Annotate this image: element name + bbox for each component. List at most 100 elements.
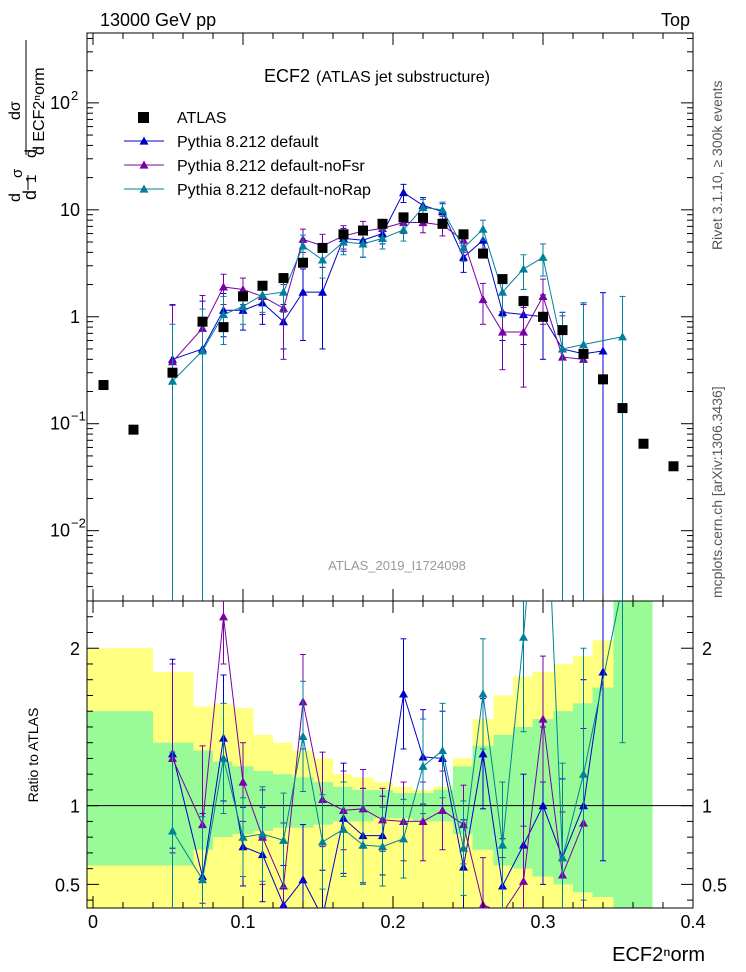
ratio-marker-noRap xyxy=(279,835,288,844)
ratio-marker-noRap xyxy=(198,875,207,884)
chart-title: ECF2 xyxy=(264,66,310,86)
ratio-marker-default xyxy=(399,689,408,698)
y-tick-label-ratio-right: 0.5 xyxy=(702,875,727,895)
ratio-marker-noRap xyxy=(558,853,567,862)
ratio-marker-noRap xyxy=(498,840,507,849)
ratio-band-inner xyxy=(213,761,233,838)
marker-noRap xyxy=(279,287,288,296)
marker-noRap xyxy=(378,233,387,243)
marker-noRap xyxy=(618,332,627,341)
y-tick-exponent: −2 xyxy=(71,516,86,531)
y-label-frac1: d xyxy=(20,190,40,200)
marker-noRap xyxy=(459,243,468,252)
y-tick-label-main: 10 xyxy=(50,414,70,434)
marker-noRap xyxy=(318,255,327,264)
y-tick-label-ratio: 2 xyxy=(70,639,80,659)
ratio-line-default xyxy=(172,671,604,908)
atlas-data-point xyxy=(238,291,248,302)
marker-noFsr xyxy=(238,284,248,294)
y-tick-exponent: 2 xyxy=(71,88,78,103)
legend-label-data: ATLAS xyxy=(177,110,227,127)
marker-noFsr xyxy=(538,291,548,301)
ratio-band-inner xyxy=(313,782,333,825)
y-axis-label-main: d 1 σ d d dσ d ECF2ⁿorm xyxy=(7,40,48,202)
series-noRap xyxy=(168,198,627,601)
atlas-data-point xyxy=(578,348,589,359)
series-line-default xyxy=(172,191,604,360)
atlas-data-point xyxy=(298,257,308,268)
ratio-band-inner xyxy=(87,711,153,866)
ratio-marker-noFsr xyxy=(438,805,447,814)
y-tick-label-ratio-right: 2 xyxy=(702,639,712,659)
chart-subtitle: (ATLAS jet substructure) xyxy=(316,69,490,86)
ratio-band-inner xyxy=(153,742,194,866)
ratio-plot xyxy=(86,600,694,909)
ratio-marker-noRap xyxy=(358,840,368,849)
ratio-marker-noRap xyxy=(418,761,428,770)
marker-noRap xyxy=(298,241,308,250)
marker-noRap xyxy=(519,264,528,273)
ratio-marker-noRap xyxy=(378,842,387,851)
ratio-marker-noFsr xyxy=(238,777,248,786)
atlas-data-point xyxy=(668,461,679,472)
y-label-denominator: d ECF2ⁿorm xyxy=(31,67,48,155)
atlas-data-point xyxy=(497,274,508,285)
series-default xyxy=(168,183,608,601)
atlas-data-point xyxy=(167,367,178,378)
series-line-noFsr xyxy=(172,222,584,363)
atlas-data-point xyxy=(557,325,568,336)
marker-noRap xyxy=(219,310,228,319)
ratio-marker-noFsr xyxy=(538,714,548,723)
y-tick-label-main: 10 xyxy=(50,93,70,113)
series-line-noRap xyxy=(172,207,623,382)
marker-default xyxy=(399,188,408,197)
marker-noRap xyxy=(198,346,207,355)
header-energy-label: 13000 GeV pp xyxy=(100,10,216,30)
atlas-data-point xyxy=(478,248,488,259)
ratio-line-noRap xyxy=(172,601,620,882)
x-tick-label: 0.3 xyxy=(530,912,555,932)
series-atlas-data xyxy=(98,212,679,472)
y-label-dsigma: dσ xyxy=(7,101,24,120)
atlas-data-point xyxy=(617,403,628,414)
ratio-marker-default xyxy=(598,667,608,676)
atlas-data-point xyxy=(638,438,649,449)
ratio-band-inner xyxy=(613,601,633,908)
marker-noFsr xyxy=(519,327,528,336)
legend-label-noFsr: Pythia 8.212 default-noFsr xyxy=(177,158,365,175)
marker-noRap xyxy=(168,376,177,385)
atlas-data-point xyxy=(377,218,388,229)
ratio-band-inner xyxy=(513,726,533,869)
atlas-data-point xyxy=(317,242,328,253)
legend-marker-noRap xyxy=(139,184,149,193)
analysis-watermark: ATLAS_2019_I1724098 xyxy=(328,558,466,573)
ratio-marker-noFsr xyxy=(519,876,528,885)
legend-label-default: Pythia 8.212 default xyxy=(177,134,319,151)
x-tick-label: 0 xyxy=(88,912,98,932)
mcplots-label: mcplots.cern.ch [arXiv:1306.3436] xyxy=(709,386,725,598)
legend-marker-data xyxy=(138,112,149,123)
ratio-marker-noFsr xyxy=(418,816,428,826)
x-tick-label: 0.1 xyxy=(230,912,255,932)
marker-noFsr xyxy=(219,282,228,291)
atlas-data-point xyxy=(358,225,368,236)
ratio-band-inner xyxy=(253,771,273,831)
marker-noRap xyxy=(579,340,588,349)
atlas-data-point xyxy=(197,316,208,327)
marker-noFsr xyxy=(498,327,507,336)
ratio-band-inner xyxy=(493,734,513,866)
atlas-data-point xyxy=(598,374,608,385)
marker-noRap xyxy=(438,205,447,214)
ratio-band-inner xyxy=(373,789,393,819)
ratio-marker-noRap xyxy=(318,837,327,846)
atlas-data-point xyxy=(128,424,139,435)
ratio-y-label: Ratio to ATLAS xyxy=(25,708,41,803)
y-tick-label-main: 10 xyxy=(60,200,80,220)
legend-label-noRap: Pythia 8.212 default-noRap xyxy=(177,182,371,199)
atlas-data-point xyxy=(257,280,268,291)
marker-noFsr xyxy=(478,295,488,304)
y-tick-label-main: 10 xyxy=(50,521,70,541)
ratio-marker-noRap xyxy=(298,731,308,740)
